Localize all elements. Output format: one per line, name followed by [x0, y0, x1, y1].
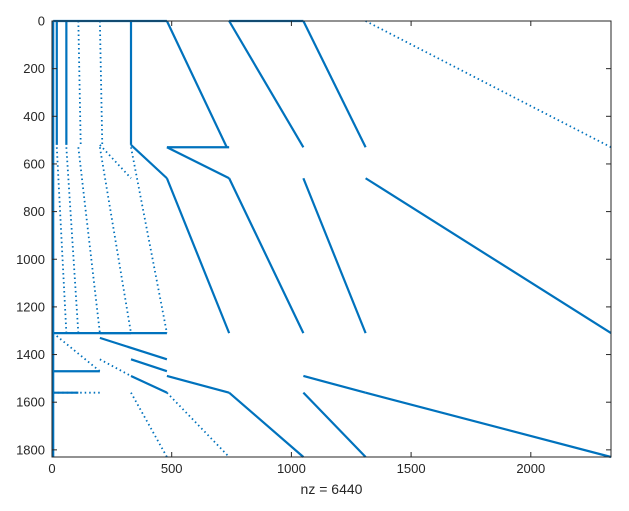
y-tick-label: 600 [23, 156, 45, 171]
x-tick-label: 500 [161, 461, 183, 476]
y-tick-label: 400 [23, 109, 45, 124]
nonzero-band-18 [98, 147, 132, 334]
nonzero-band-24 [55, 147, 68, 334]
nonzero-band-10 [365, 177, 612, 335]
y-tick-label: 1400 [16, 347, 45, 362]
axes-box [51, 20, 612, 458]
x-tick-label: 1500 [397, 461, 426, 476]
nonzero-band-17 [99, 144, 132, 179]
nonzero-band-13 [130, 144, 168, 180]
nonzero-band-37 [130, 392, 168, 458]
nonzero-band-27 [52, 332, 101, 372]
x-tick-label: 2000 [516, 461, 545, 476]
nonzero-band-34 [303, 374, 366, 394]
y-tick-label: 1200 [16, 299, 45, 314]
x-tick-label: 1000 [277, 461, 306, 476]
nonzero-band-11 [165, 177, 231, 334]
y-tick-label: 1600 [16, 395, 45, 410]
nonzero-band-40 [302, 391, 367, 458]
nonzero-band-9 [302, 177, 367, 334]
nonzero-band-4 [302, 20, 367, 148]
nonzero-band-33 [166, 374, 230, 394]
nonzero-band-30 [99, 336, 168, 361]
nonzero-band-3 [228, 20, 305, 148]
nonzero-band-8 [228, 177, 305, 334]
nonzero-band-16 [98, 20, 104, 145]
y-tick-label: 0 [38, 14, 45, 29]
nonzero-band-19 [77, 20, 82, 145]
x-axis-label: nz = 6440 [301, 481, 363, 497]
nonzero-band-31 [99, 358, 132, 377]
nonzero-band-35 [365, 391, 612, 459]
nonzero-band-39 [228, 391, 305, 458]
sparsity-marks [52, 19, 612, 459]
nonzero-band-32 [130, 358, 168, 373]
nonzero-band-38 [166, 392, 230, 458]
x-axis: 0 500 1000 1500 2000 [48, 21, 545, 476]
nonzero-band-20 [77, 147, 101, 334]
y-tick-label: 200 [23, 61, 45, 76]
nonzero-band-15 [130, 147, 168, 334]
nonzero-band-7 [166, 146, 230, 180]
y-axis: 0 200 400 600 800 1000 1200 1400 1600 1800 [16, 14, 611, 457]
nonzero-band-2 [165, 20, 228, 148]
nonzero-band-36 [130, 374, 168, 394]
nonzero-band-5 [365, 20, 612, 149]
y-tick-label: 1800 [16, 442, 45, 457]
y-tick-label: 800 [23, 204, 45, 219]
nonzero-band-22 [65, 147, 80, 334]
x-tick-label: 0 [48, 461, 55, 476]
y-tick-label: 1000 [16, 252, 45, 267]
